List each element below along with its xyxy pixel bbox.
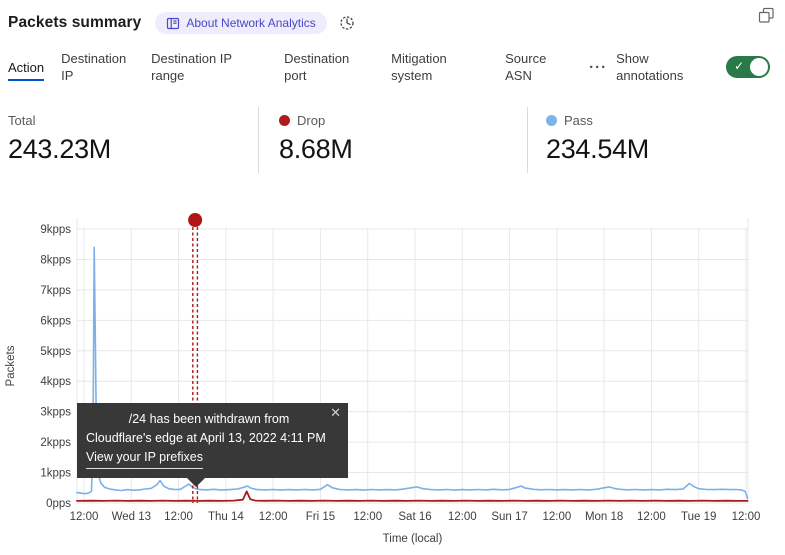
tab-mitigation-system[interactable]: Mitigation system [391,50,477,84]
stat-pass: Pass 234.54M [527,107,785,173]
stat-label-text: Pass [564,113,593,128]
x-axis-title: Time (local) [383,533,443,545]
stat-label-text: Total [8,113,36,128]
view-ip-prefixes-link[interactable]: View your IP prefixes [86,448,203,469]
stats-row: Total 243.23M Drop 8.68M Pass 234.54M [0,107,785,173]
show-annotations-toggle[interactable]: ✓ [726,56,771,78]
x-tick-label: 12:00 [353,511,382,523]
y-tick-label: 1kpps [40,468,71,480]
x-tick-label: Wed 13 [112,511,151,523]
about-network-analytics-badge[interactable]: About Network Analytics [155,12,327,34]
tab-label: Destination IP [61,51,127,83]
y-tick-label: 6kpps [40,315,71,327]
packets-chart-area: 0pps 1kpps 2kpps 3kpps 4kpps 5kpps 6kpps 7kpps 8… [0,195,785,555]
tab-destination-ip[interactable]: Destination IP [61,50,135,84]
y-tick-label: 2kpps [40,437,71,449]
tab-destination-port[interactable]: Destination port [284,50,368,84]
y-tick-label: 5kpps [40,346,71,358]
drop-legend-dot [279,115,290,126]
x-tick-label: Fri 15 [306,511,335,523]
y-tick-label: 9kpps [40,224,71,236]
tab-label: Destination port [284,51,350,83]
page-title: Packets summary [8,14,142,31]
header: Packets summary About Network Analytics [8,7,775,38]
stat-value: 8.68M [279,134,353,164]
tooltip-text-line1: /24 has been withdrawn from [128,412,290,426]
x-tick-label: Tue 19 [681,511,716,523]
stat-total: Total 243.23M [0,107,258,173]
stat-value: 234.54M [546,134,649,164]
tab-action[interactable]: Action [8,59,45,81]
stat-label: Pass [546,113,785,128]
y-tick-label: 7kpps [40,285,71,297]
tab-label: Mitigation system [391,51,447,83]
y-tick-label: 8kpps [40,254,71,266]
tooltip-text-line2: Cloudflare's edge at April 13, 2022 4:11… [86,431,326,445]
y-tick-label: 4kpps [40,376,71,388]
more-tabs-button[interactable]: ··· [589,58,608,76]
time-period-icon [339,15,355,31]
x-tick-label: Sun 17 [491,511,527,523]
y-tick-label: 3kpps [40,407,71,419]
toggle-knob [750,58,769,76]
x-tick-label: Thu 14 [208,511,244,523]
series-pass-line [76,246,749,500]
tab-label: Action [8,59,45,81]
stat-value: 243.23M [8,134,111,164]
stat-label: Drop [279,113,527,128]
x-tick-label: 12:00 [448,511,477,523]
series-drop-line [76,490,749,502]
stat-label-text: Drop [297,113,326,128]
show-annotations-label: Show annotations [616,51,684,83]
tab-destination-ip-range[interactable]: Destination IP range [151,50,255,84]
expand-icon[interactable] [758,7,775,29]
y-axis-title: Packets [5,345,17,386]
tooltip-caret [187,478,205,487]
check-icon: ✓ [734,59,745,73]
close-icon[interactable]: ✕ [330,405,341,420]
annotation-marker[interactable] [188,213,203,227]
annotation-tooltip: ✕ /24 has been withdrawn from Cloudflare… [77,403,348,487]
x-tick-label: Mon 18 [585,511,623,523]
x-tick-label: 12:00 [732,511,761,523]
x-tick-label: Sat 16 [398,511,431,523]
y-tick-label: 0pps [46,498,71,510]
stat-label: Total [8,113,258,128]
x-tick-label: 12:00 [164,511,193,523]
tab-label: Destination IP range [151,51,232,83]
pass-legend-dot [546,115,557,126]
stat-drop: Drop 8.68M [258,107,527,173]
x-tick-label: 12:00 [542,511,571,523]
x-tick-label: 12:00 [259,511,288,523]
x-tick-label: 12:00 [637,511,666,523]
about-badge-label: About Network Analytics [186,16,316,30]
packets-chart[interactable]: 0pps 1kpps 2kpps 3kpps 4kpps 5kpps 6kpps 7kpps 8… [0,195,785,555]
tab-source-asn[interactable]: Source ASN [505,50,561,84]
tab-label: Source ASN [505,51,547,83]
x-tick-label: 12:00 [70,511,99,523]
book-icon [166,17,180,30]
dimension-tabs: Action Destination IP Destination IP range… [8,44,771,90]
